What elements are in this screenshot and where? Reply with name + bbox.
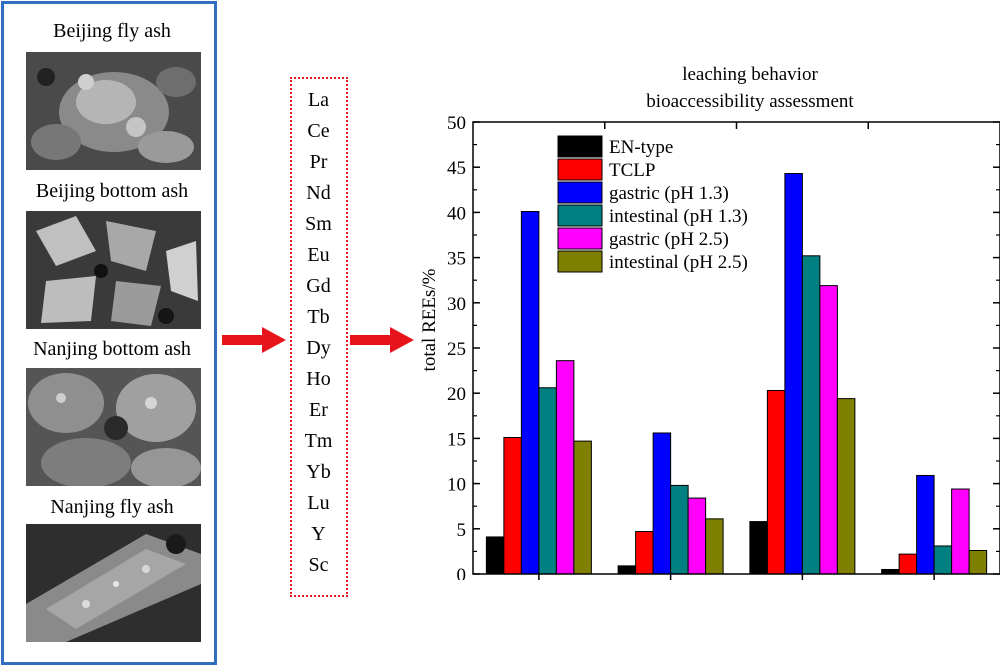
plot-frame [472,121,1000,575]
sample-caption-nanjing-fly-ash: Nanjing fly ash [50,496,174,518]
legend-entry: gastric (pH 1.3) [609,183,729,204]
sample-image-panel: Beijing fly ash Beijing bottom ash Nanji… [1,1,217,665]
bar [538,387,557,575]
bar [503,436,522,575]
arrow-right-icon [222,327,286,353]
bar [968,549,988,575]
y-tick-label: 10 [447,475,466,496]
bars-group [485,173,988,575]
element-sm: Sm [305,213,332,235]
y-tick-label: 0 [457,565,467,580]
y-tick-label: 30 [447,294,466,315]
element-nd: Nd [306,182,331,204]
y-tick-label: 25 [447,339,466,360]
sample-caption-nanjing-bottom-ash: Nanjing bottom ash [33,338,191,360]
bar [916,474,935,575]
element-eu: Eu [307,244,330,266]
bar [652,432,672,575]
bar [670,484,689,575]
sem-image-beijing-bottom-ash [26,211,201,329]
element-dy: Dy [306,337,331,359]
sem-image-nanjing-fly-ash [26,524,201,642]
arrow-right-icon [350,327,414,353]
legend-entry: intestinal (pH 2.5) [609,252,748,273]
y-tick-label: 35 [447,249,466,270]
y-axis-label: total REEs/% [419,268,440,371]
y-tick-label: 20 [447,384,466,405]
element-tm: Tm [304,430,333,452]
legend-swatch [557,135,603,158]
chart-title-line-2: bioaccessibility assessment [646,91,854,112]
legend-swatch [557,181,603,204]
element-gd: Gd [306,275,331,297]
legend-entry: EN-type [609,137,673,158]
element-la: La [307,89,330,111]
bar [520,210,540,575]
bar [573,440,592,575]
sample-caption-beijing-bottom-ash: Beijing bottom ash [35,180,189,202]
bar [705,518,724,575]
bar [801,255,821,575]
element-ce: Ce [307,120,330,142]
element-pr: Pr [309,151,328,173]
chart-title-line-1: leaching behavior [682,64,818,85]
element-yb: Yb [306,461,331,483]
sem-image-nanjing-bottom-ash [26,368,201,486]
bar [766,389,786,575]
bar [687,497,707,575]
y-tick-label: 15 [447,429,466,450]
element-y: Y [311,523,326,545]
element-sc: Sc [308,554,329,576]
y-tick-label: 50 [447,113,466,134]
bar [485,536,505,575]
ree-leaching-bar-chart: leaching behavior bioaccessibility asses… [419,64,1000,580]
sample-caption-beijing-fly-ash: Beijing fly ash [53,20,171,42]
bar [836,398,856,575]
bar [819,285,838,575]
y-tick-label: 45 [447,158,466,179]
bar [898,553,918,575]
bar [749,521,768,575]
bar [617,565,637,575]
legend-entry: TCLP [609,160,655,181]
bar [784,173,803,575]
legend-swatch [557,250,603,273]
element-ho: Ho [306,368,331,390]
legend-entry: intestinal (pH 1.3) [609,206,748,227]
bar [635,531,654,575]
element-er: Er [309,399,328,421]
legend-swatch [557,158,603,181]
bar [951,488,970,575]
legend-swatch [557,204,603,227]
y-tick-label: 5 [457,520,467,541]
legend-swatch [557,227,603,250]
bar [933,545,953,575]
y-tick-label: 40 [447,203,466,224]
bar [555,360,575,575]
element-tb: Tb [307,306,330,328]
legend-entry: gastric (pH 2.5) [609,229,729,250]
sem-image-beijing-fly-ash [26,52,201,170]
element-lu: Lu [307,492,330,514]
ree-element-list: La Ce Pr Nd Sm Eu Gd Tb Dy Ho Er Tm Yb L… [290,77,348,597]
